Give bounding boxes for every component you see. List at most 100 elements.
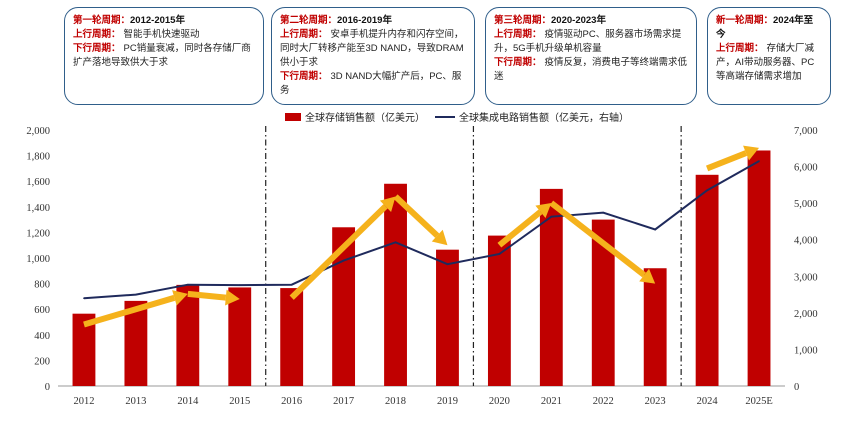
left-tick-label: 600: [34, 305, 50, 316]
left-tick-label: 1,400: [26, 203, 50, 214]
right-tick-label: 2,000: [794, 309, 818, 320]
cycle-up-line: 上行周期： 存储大厂减产，AI带动服务器、PC等高端存储需求增加: [716, 43, 815, 82]
left-tick-label: 800: [34, 280, 50, 291]
trend-arrow-shaft: [549, 200, 646, 278]
trend-arrow-shaft: [393, 194, 440, 238]
line-point: [706, 189, 708, 192]
trend-arrow-shaft: [187, 290, 227, 301]
line-point: [446, 263, 449, 266]
right-tick-label: 5,000: [794, 199, 818, 210]
right-tick-label: 3,000: [794, 272, 818, 283]
right-axis: 0 1,000 2,000 3,000 4,000 5,000 6,000 7,000: [794, 126, 818, 393]
x-tick-label: 2016: [281, 396, 302, 407]
legend: 全球存储销售额（亿美元） 全球集成电路销售额（亿美元，右轴）: [285, 111, 629, 124]
right-tick-label: 7,000: [794, 126, 818, 137]
line-point: [550, 215, 553, 218]
cycle-title: 第三轮周期：2020-2023年: [494, 15, 606, 26]
trend-arrow-head: [379, 196, 396, 213]
legend-label-line: 全球集成电路销售额（亿美元，右轴）: [459, 111, 629, 124]
bar: [176, 284, 200, 386]
x-tick-label: 2013: [125, 396, 146, 407]
cycle-down-line: 下行周期： PC销量衰减，同时各存储厂商扩产落地导致供大于求: [73, 43, 251, 68]
cycle-down-line: 下行周期： 疫情反复，消费电子等终端需求低迷: [494, 57, 688, 82]
bar: [384, 183, 407, 386]
bar: [747, 150, 771, 386]
cycle-title: 新一轮周期：2024年至今: [716, 15, 814, 40]
line-point: [342, 259, 345, 262]
bar: [280, 288, 304, 386]
cycle-dividers: [265, 126, 682, 386]
cycle-up-line: 上行周期： 安卓手机提升内存和闪存空间，同时大厂转移产能至3D NAND，导致DR…: [280, 29, 464, 68]
cycle-up-line: 上行周期： 智能手机快速驱动: [73, 29, 200, 40]
line-point: [238, 284, 241, 286]
line-point: [187, 283, 189, 286]
line-point: [394, 241, 397, 244]
x-tick-label: 2021: [541, 396, 562, 407]
line-point: [83, 297, 85, 300]
bar: [643, 268, 667, 386]
x-tick-label: 2018: [385, 396, 406, 407]
left-tick-label: 1,800: [26, 152, 50, 163]
line-point: [758, 160, 760, 162]
right-tick-label: 0: [794, 382, 799, 393]
x-tick-label: 2025E: [745, 396, 772, 407]
x-tick-label: 2024: [697, 396, 719, 407]
legend-label-bar: 全球存储销售额（亿美元）: [305, 111, 425, 124]
trend-arrow-head: [743, 145, 760, 161]
cycle-box-4: 新一轮周期：2024年至今 上行周期： 存储大厂减产，AI带动服务器、PC等高端存…: [707, 7, 831, 105]
cycle-box-2: 第二轮周期：2016-2019年 上行周期： 安卓手机提升内存和闪存空间，同时大厂…: [271, 7, 475, 105]
bar: [332, 227, 356, 386]
line-series: [83, 160, 760, 300]
trend-arrow-shaft: [289, 204, 388, 300]
line-point: [498, 253, 501, 255]
bar: [436, 249, 459, 386]
trend-arrow-shaft: [497, 209, 543, 248]
cycle-box-1: 第一轮周期：2012-2015年 上行周期： 智能手机快速驱动 下行周期： PC销量…: [64, 7, 264, 105]
x-axis: 2012 2013 2014 2015 2016 2017 2018 2019 2020 2021…: [73, 396, 772, 407]
bar: [539, 188, 563, 386]
right-tick-label: 6,000: [794, 163, 818, 174]
cycle-down-line: 下行周期： 3D NAND大幅扩产后，PC、服务: [280, 71, 462, 96]
left-tick-label: 1,200: [26, 228, 50, 239]
trend-arrow-shaft: [706, 150, 748, 172]
x-tick-label: 2012: [73, 396, 94, 407]
cycle-up-line: 上行周期： 疫情驱动PC、服务器市场需求提升，5G手机升级单机容量: [494, 29, 682, 54]
cycle-box-3: 第三轮周期：2020-2023年 上行周期： 疫情驱动PC、服务器市场需求提升，5…: [485, 7, 697, 105]
x-tick-label: 2019: [437, 396, 458, 407]
right-tick-label: 1,000: [794, 345, 818, 356]
x-tick-label: 2022: [593, 396, 614, 407]
left-axis: 0 200 400 600 800 1,000 1,200 1,400 1,600 1,800 2,…: [26, 126, 50, 393]
bar: [124, 300, 148, 386]
bars: [72, 150, 771, 386]
left-tick-label: 1,000: [26, 254, 50, 265]
x-tick-label: 2020: [489, 396, 510, 407]
left-tick-label: 200: [34, 356, 50, 367]
trend-arrow-shaft: [83, 294, 176, 328]
x-tick-label: 2014: [177, 396, 199, 407]
trend-arrows: [83, 145, 760, 328]
x-tick-label: 2023: [645, 396, 666, 407]
right-tick-label: 4,000: [794, 236, 818, 247]
line-point: [135, 293, 137, 296]
x-tick-label: 2017: [333, 396, 354, 407]
bar: [228, 287, 252, 386]
left-tick-label: 2,000: [26, 126, 50, 137]
bar: [72, 313, 96, 386]
bar: [695, 174, 719, 386]
left-tick-label: 0: [45, 382, 50, 393]
line-point: [654, 228, 656, 231]
legend-swatch-bar: [285, 113, 301, 121]
line-point: [290, 283, 293, 286]
left-tick-label: 400: [34, 331, 50, 342]
x-tick-label: 2015: [229, 396, 250, 407]
bar: [487, 235, 511, 386]
ic-sales-line: [83, 160, 760, 300]
trend-arrow-head: [225, 289, 240, 306]
line-point: [602, 211, 605, 214]
trend-arrow-head: [535, 202, 552, 219]
bar: [591, 219, 615, 386]
chart: 全球存储销售额（亿美元） 全球集成电路销售额（亿美元，右轴） 0 200 400 60…: [26, 111, 818, 407]
cycle-title: 第二轮周期：2016-2019年: [280, 15, 392, 26]
trend-arrow-head: [639, 268, 656, 284]
left-tick-label: 1,600: [26, 177, 50, 188]
